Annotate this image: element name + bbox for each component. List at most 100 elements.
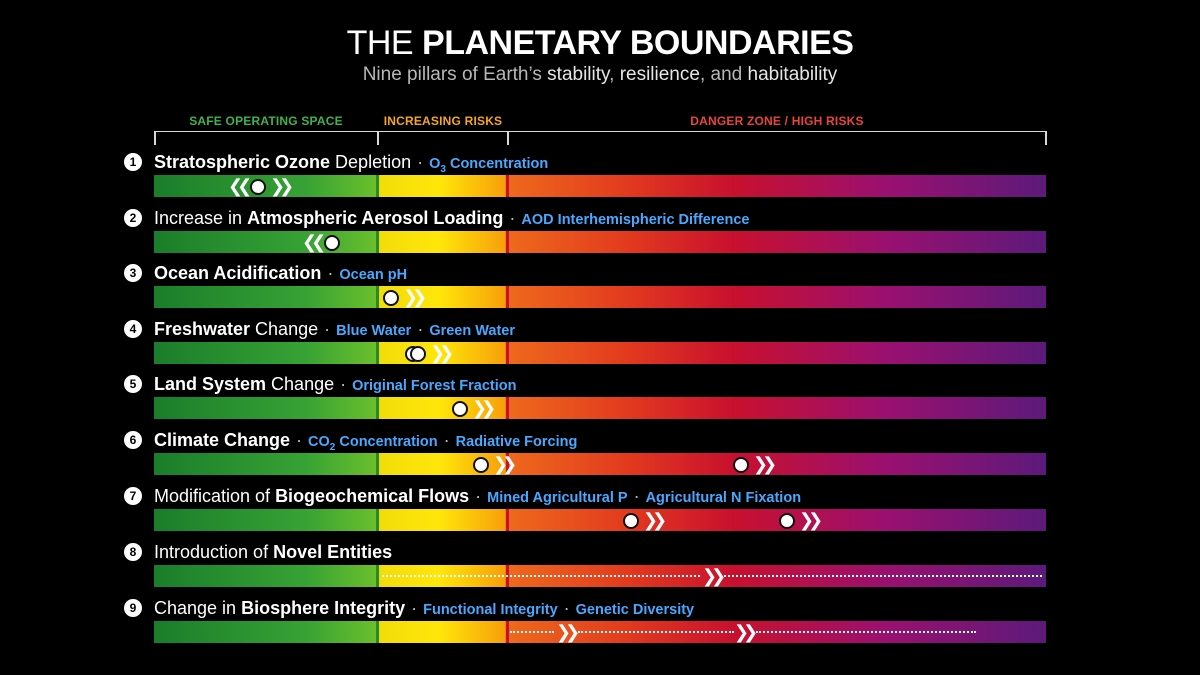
row-label-ocean: Ocean Acidification · Ocean pH <box>154 263 408 283</box>
metric-o3: O3 Concentration <box>429 156 549 175</box>
zone-tick <box>377 131 379 145</box>
chevron-right-icon: ❯❯ <box>430 343 454 363</box>
row-label-bold: Land System <box>154 374 267 394</box>
subtitle-highlight-resilience: resilience <box>619 64 700 85</box>
row-number: 1 <box>124 153 142 171</box>
row-number: 5 <box>124 375 142 393</box>
metric-genetic-diversity: Genetic Diversity <box>575 602 695 618</box>
metric-radiative-forcing: Radiative Forcing <box>455 434 578 450</box>
row-number: 2 <box>124 209 142 227</box>
marker-green-water <box>410 346 426 362</box>
row-label-text: Change in <box>154 598 242 618</box>
marker-n-fixation <box>779 513 795 529</box>
chevron-right-icon: ❯❯ <box>472 398 496 418</box>
row-label-climate: Climate Change · CO2 Concentration · Radiati… <box>154 430 578 453</box>
row-label-text: Change <box>266 374 335 394</box>
row-label-text: Change <box>250 319 319 339</box>
row-number: 9 <box>124 599 142 617</box>
boundary-bar-land: ❯❯ <box>154 397 1046 419</box>
row-label-bold: Novel Entities <box>273 542 393 562</box>
chevron-right-icon: ❯❯ <box>556 622 580 642</box>
row-number: 8 <box>124 543 142 561</box>
row-label-text: Modification of <box>154 486 276 506</box>
danger-divider <box>506 397 509 419</box>
marker-mined-p <box>623 513 639 529</box>
row-label-biogeochemical: Modification of Biogeochemical Flows · Min… <box>154 486 802 506</box>
page-title: THE PLANETARY BOUNDARIES <box>0 24 1200 62</box>
boundary-bar-ozone: ❮❮ ❯❯ <box>154 175 1046 197</box>
danger-divider <box>506 231 509 253</box>
row-label-novel: Introduction of Novel Entities <box>154 541 392 563</box>
danger-divider <box>506 621 509 643</box>
row-label-bold: Climate Change <box>154 430 291 450</box>
page-subtitle: Nine pillars of Earth’s stability, resil… <box>0 63 1200 87</box>
safe-divider <box>376 231 379 253</box>
row-label-ozone: Stratospheric Ozone Depletion · O3 Concent… <box>154 152 549 175</box>
metric-functional-integrity: Functional Integrity <box>423 602 558 618</box>
marker-o3-concentration <box>250 179 266 195</box>
row-number: 4 <box>124 320 142 338</box>
boundary-bar-aerosol: ❮❮ <box>154 231 1046 253</box>
zone-label-danger: DANGER ZONE / HIGH RISKS <box>690 114 864 128</box>
row-label-land: Land System Change · Original Forest Fract… <box>154 374 517 394</box>
danger-divider <box>506 286 509 308</box>
zone-label-safe: SAFE OPERATING SPACE <box>189 114 343 128</box>
metric-aod: AOD Interhemispheric Difference <box>521 212 750 228</box>
boundary-bar-ocean: ❯❯ <box>154 286 1046 308</box>
danger-divider <box>506 509 509 531</box>
chevron-right-icon: ❯❯ <box>270 176 294 196</box>
zone-label-increasing: INCREASING RISKS <box>383 114 503 128</box>
safe-divider <box>376 565 379 587</box>
row-label-bold: Atmospheric Aerosol Loading <box>247 208 504 228</box>
row-label-bold: Stratospheric Ozone <box>154 152 331 172</box>
title-light: THE <box>346 24 414 62</box>
marker-aod-difference <box>324 235 340 251</box>
safe-divider <box>376 342 379 364</box>
zone-bracket <box>154 131 1046 145</box>
boundary-bar-novel: ❯❯ <box>154 565 1046 587</box>
metric-mined-p: Mined Agricultural P <box>487 490 628 506</box>
danger-divider <box>506 453 509 475</box>
marker-forest-fraction <box>452 401 468 417</box>
metric-subscript: 2 <box>329 441 336 453</box>
chevron-right-icon: ❯❯ <box>702 566 726 586</box>
subtitle-highlight-habitability: habitability <box>747 64 838 85</box>
chevron-right-icon: ❯❯ <box>493 454 517 474</box>
danger-divider <box>506 342 509 364</box>
row-label-biosphere: Change in Biosphere Integrity · Functional… <box>154 598 695 618</box>
row-label-bold: Freshwater <box>154 319 251 339</box>
metric-green-water: Green Water <box>429 323 515 339</box>
safe-divider <box>376 286 379 308</box>
row-label-bold: Biosphere Integrity <box>241 598 406 618</box>
zone-tick <box>1045 131 1047 145</box>
metric-text: Concentration <box>445 156 549 172</box>
subtitle-sep: , and <box>699 64 743 85</box>
row-label-freshwater: Freshwater Change · Blue Water · Green Water <box>154 319 515 339</box>
metric-blue-water: Blue Water <box>336 323 412 339</box>
uncertainty-range <box>756 631 976 633</box>
marker-ocean-ph <box>383 290 399 306</box>
uncertainty-range <box>510 631 554 633</box>
subtitle-sep: , <box>609 64 615 85</box>
metric-co2: CO2 Concentration <box>308 434 438 453</box>
row-label-aerosol: Increase in Atmospheric Aerosol Loading ·… <box>154 208 750 228</box>
metric-subscript: 3 <box>440 163 446 175</box>
zone-tick <box>507 131 509 145</box>
row-label-text: Introduction of <box>154 542 274 562</box>
boundary-bar-biogeochemical: ❯❯ ❯❯ <box>154 509 1046 531</box>
metric-text: O <box>429 156 441 172</box>
row-label-bold: Biogeochemical Flows <box>275 486 470 506</box>
row-label-bold: Ocean Acidification <box>154 263 322 283</box>
subtitle-part: Nine pillars of Earth’s <box>362 64 542 85</box>
boundary-bar-biosphere: ❯❯ ❯❯ <box>154 621 1046 643</box>
uncertainty-range <box>724 575 1042 577</box>
chevron-left-icon: ❮❮ <box>302 232 326 252</box>
row-number: 3 <box>124 264 142 282</box>
danger-divider <box>506 175 509 197</box>
metric-ocean-ph: Ocean pH <box>339 267 408 283</box>
zone-tick <box>154 131 156 145</box>
chevron-right-icon: ❯❯ <box>753 454 777 474</box>
row-label-text: Depletion <box>330 152 412 172</box>
safe-divider <box>376 453 379 475</box>
subtitle-highlight-stability: stability <box>547 64 610 85</box>
